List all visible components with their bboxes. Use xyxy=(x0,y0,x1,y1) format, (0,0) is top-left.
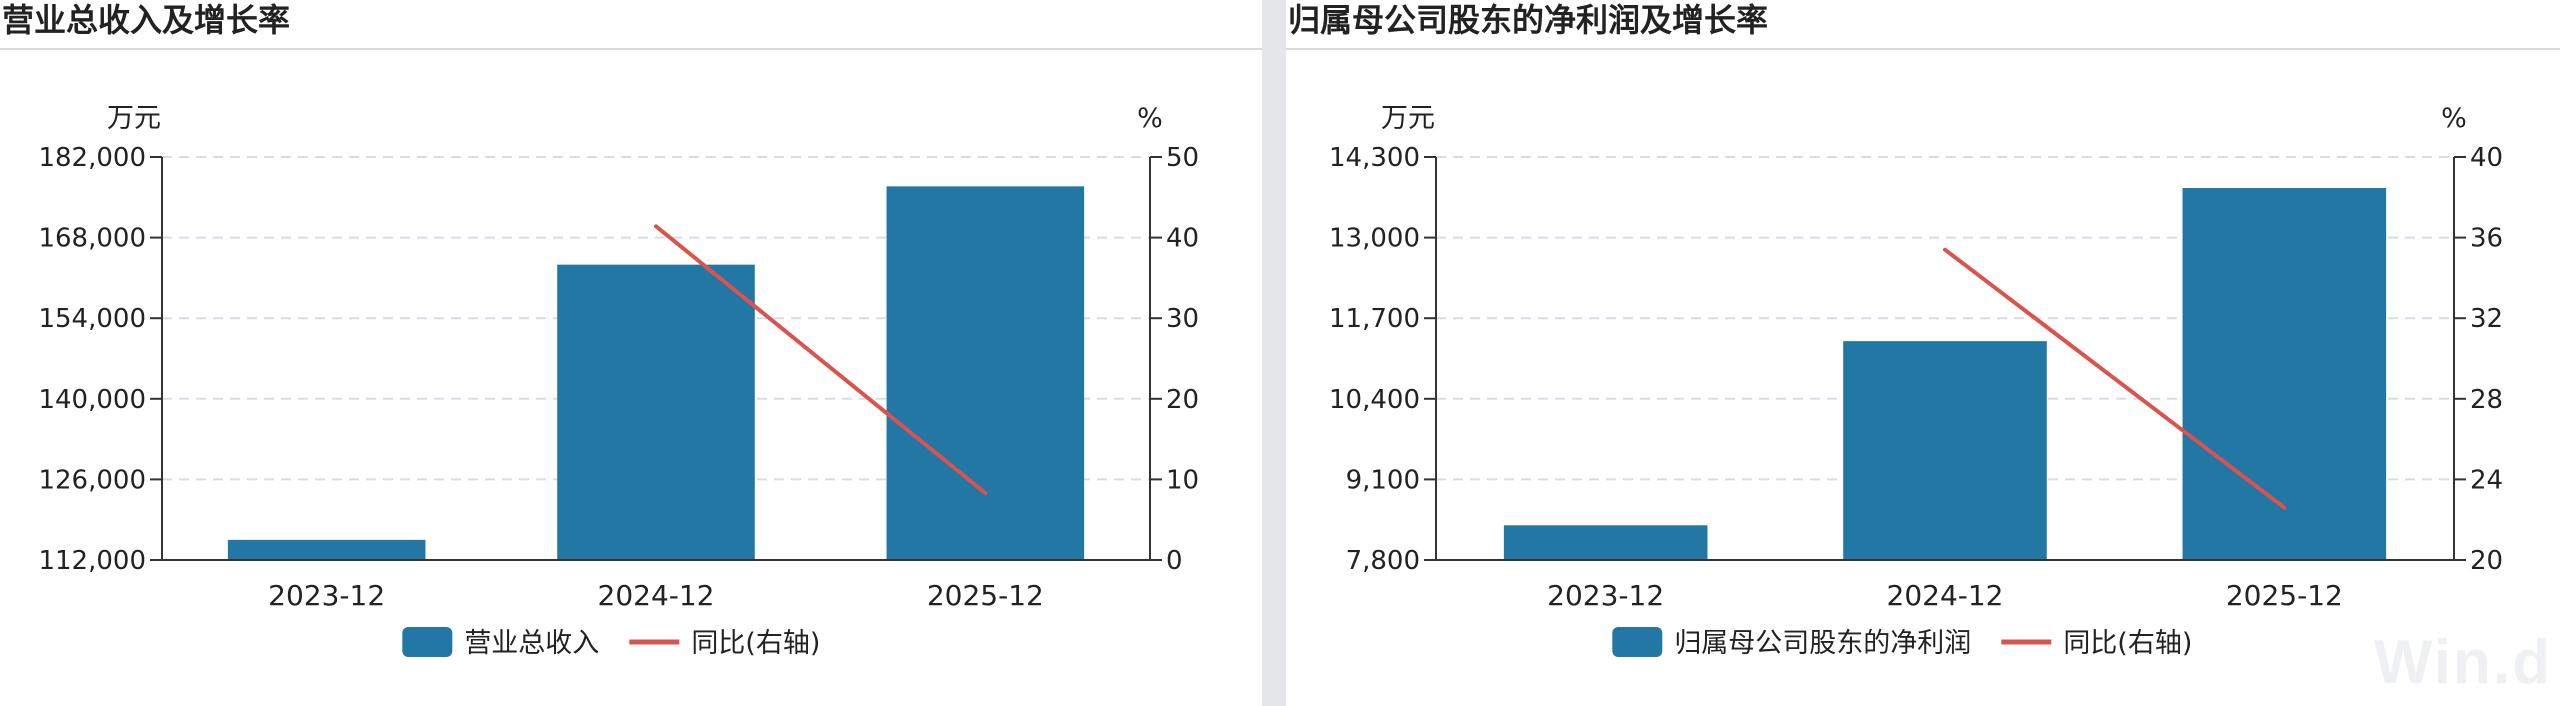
bar xyxy=(227,539,426,560)
left-tick-label: 168,000 xyxy=(38,224,146,254)
x-tick-label: 2025-12 xyxy=(927,579,1044,612)
growth-line xyxy=(1943,247,2287,510)
right-axis-unit: % xyxy=(1137,103,1163,134)
left-tick-label: 182,000 xyxy=(38,143,146,173)
bar xyxy=(886,186,1085,560)
right-tick-label: 20 xyxy=(1166,385,1199,415)
revenue-chart: 182,000 50 168,000 40 154,000 30 140,000 20 126,… xyxy=(38,103,1199,659)
right-tick-label: 24 xyxy=(2470,465,2503,495)
legend-bar-swatch xyxy=(402,627,453,657)
left-tick-label: 10,400 xyxy=(1329,385,1420,415)
right-tick-label: 20 xyxy=(2470,546,2503,576)
x-tick-label: 2023-12 xyxy=(268,579,385,612)
left-tick-label: 9,100 xyxy=(1346,465,1420,495)
left-axis-unit: 万元 xyxy=(1381,103,1435,134)
bar xyxy=(2182,188,2387,560)
legend-line-label: 同比(右轴) xyxy=(2063,628,2192,659)
right-tick-label: 32 xyxy=(2470,304,2503,334)
chart-title: 归属母公司股东的净利润及增长率 xyxy=(1288,1,1769,39)
left-tick-label: 112,000 xyxy=(38,546,146,576)
revenue-chart-panel: 营业总收入及增长率 182,000 50 168,000 40 154,000 30 140… xyxy=(0,0,1262,706)
legend-line-label: 同比(右轴) xyxy=(691,628,820,659)
panel-divider xyxy=(1262,0,1286,706)
right-axis-unit: % xyxy=(2441,103,2467,134)
right-tick-label: 10 xyxy=(1166,465,1199,495)
legend-bar-label: 营业总收入 xyxy=(464,628,599,659)
right-tick-label: 30 xyxy=(1166,304,1199,334)
right-tick-label: 50 xyxy=(1166,143,1199,173)
net-profit-chart: 14,300 40 13,000 36 11,700 32 10,400 28 9,100 24 7… xyxy=(1329,103,2503,659)
left-tick-label: 13,000 xyxy=(1329,224,1420,254)
title-divider xyxy=(1286,48,2560,50)
legend-bar-swatch xyxy=(1612,627,1663,657)
watermark-logo: Win.d xyxy=(2373,628,2552,697)
x-tick-label: 2024-12 xyxy=(598,579,715,612)
x-tick-label: 2025-12 xyxy=(2226,579,2343,612)
x-tick-label: 2023-12 xyxy=(1547,579,1664,612)
growth-line xyxy=(654,224,988,496)
net-profit-chart-panel: 归属母公司股东的净利润及增长率 14,300 40 13,000 36 11,700 32… xyxy=(1286,0,2560,706)
x-tick-label: 2024-12 xyxy=(1887,579,2004,612)
left-tick-label: 140,000 xyxy=(38,385,146,415)
left-tick-label: 126,000 xyxy=(38,465,146,495)
right-tick-label: 40 xyxy=(2470,143,2503,173)
left-tick-label: 7,800 xyxy=(1346,546,1420,576)
right-tick-label: 36 xyxy=(2470,224,2503,254)
title-divider xyxy=(0,48,1262,50)
right-tick-label: 28 xyxy=(2470,385,2503,415)
left-tick-label: 154,000 xyxy=(38,304,146,334)
left-axis-unit: 万元 xyxy=(107,103,161,134)
left-tick-label: 14,300 xyxy=(1329,143,1420,173)
right-tick-label: 0 xyxy=(1166,546,1183,576)
bar xyxy=(1843,341,2047,560)
bar xyxy=(557,264,755,560)
legend-bar-label: 归属母公司股东的净利润 xyxy=(1674,628,1971,659)
chart-title: 营业总收入及增长率 xyxy=(2,1,291,39)
bar xyxy=(1503,525,1708,560)
right-tick-label: 40 xyxy=(1166,224,1199,254)
left-tick-label: 11,700 xyxy=(1329,304,1420,334)
